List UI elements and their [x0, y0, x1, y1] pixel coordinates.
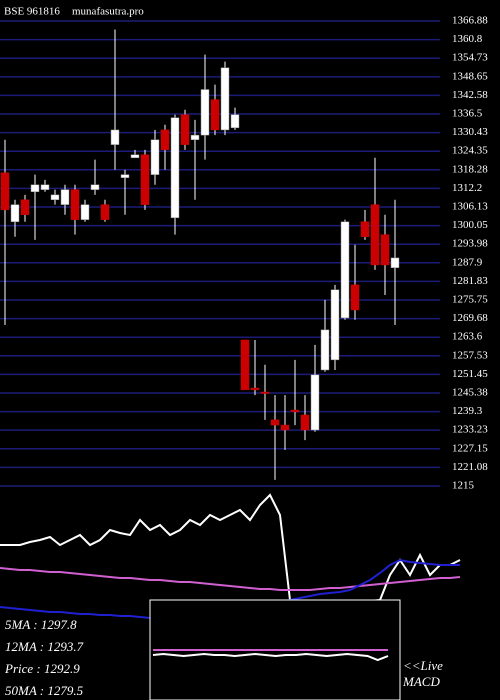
candle-body: [200, 89, 210, 136]
candle-body: [60, 189, 70, 205]
y-tick-label: 1215: [452, 480, 475, 492]
y-tick-label: 1324.35: [452, 145, 488, 157]
y-tick-label: 1312.2: [452, 182, 482, 194]
y-tick-label: 1342.58: [452, 89, 488, 101]
indicator-text: 12MA : 1293.7: [5, 639, 84, 654]
candle-body: [230, 114, 240, 129]
candle-body: [0, 172, 10, 211]
candle-body: [370, 204, 380, 266]
y-tick-label: 1245.38: [452, 387, 488, 399]
indicator-line: [0, 567, 461, 591]
y-tick-label: 1257.53: [452, 349, 488, 361]
y-tick-label: 1221.08: [452, 461, 488, 473]
candle-body: [180, 114, 190, 145]
candle-body: [320, 329, 330, 371]
macd-line: [152, 652, 389, 662]
candle-body: [270, 419, 280, 426]
y-tick-label: 1348.65: [452, 70, 488, 82]
candle-body: [90, 184, 100, 190]
y-tick-label: 1360.8: [452, 33, 483, 45]
y-tick-label: 1300.05: [452, 219, 488, 231]
y-tick-label: 1281.83: [452, 275, 488, 287]
source: munafasutra.pro: [72, 6, 144, 18]
y-tick-label: 1263.6: [452, 331, 483, 343]
candle-body: [220, 67, 230, 131]
y-tick-label: 1293.98: [452, 238, 488, 250]
candle-body: [190, 134, 200, 140]
candle-body: [300, 414, 310, 431]
y-tick-label: 1269.68: [452, 312, 488, 324]
candle-body: [340, 221, 350, 319]
y-tick-label: 1287.9: [452, 256, 483, 268]
candle-body: [280, 424, 290, 431]
candle-body: [110, 129, 120, 145]
y-tick-label: 1239.3: [452, 405, 483, 417]
candle-body: [210, 99, 220, 131]
candle-body: [290, 409, 300, 413]
candle-body: [80, 204, 90, 220]
indicator-text: Price : 1292.9: [4, 661, 80, 676]
candle-body: [390, 257, 400, 268]
candle-body: [170, 117, 180, 219]
y-tick-label: 1366.88: [452, 15, 488, 27]
y-tick-label: 1233.23: [452, 424, 488, 436]
candle-body: [330, 289, 340, 361]
indicator-text: 50MA : 1279.5: [5, 683, 84, 698]
y-tick-label: 1275.75: [452, 294, 488, 306]
candle-body: [40, 184, 50, 190]
candle-body: [140, 154, 150, 205]
candle-body: [310, 374, 320, 431]
candle-body: [360, 221, 370, 238]
candle-body: [30, 184, 40, 193]
candle-body: [260, 391, 270, 394]
y-tick-label: 1330.43: [452, 126, 488, 138]
candle-body: [120, 174, 130, 178]
macd-label: <<Live: [403, 658, 443, 673]
y-tick-label: 1306.13: [452, 201, 488, 213]
chart-title: BSE 961816: [4, 6, 60, 18]
candle-body: [350, 284, 360, 311]
candle-body: [10, 204, 20, 223]
y-tick-label: 1318.28: [452, 163, 488, 175]
candle-body: [70, 189, 80, 220]
y-tick-label: 1227.15: [452, 442, 488, 454]
candle-body: [50, 194, 60, 200]
candle-body: [20, 199, 30, 215]
indicator-text: 5MA : 1297.8: [5, 617, 77, 632]
candle-body: [100, 204, 110, 220]
y-tick-label: 1251.45: [452, 368, 488, 380]
y-tick-label: 1354.73: [452, 52, 488, 64]
macd-label: MACD: [402, 674, 440, 689]
y-tick-label: 1336.5: [452, 108, 483, 120]
candle-body: [160, 129, 170, 151]
candle-body: [380, 234, 390, 266]
candle-body: [150, 139, 160, 175]
candle-body: [250, 387, 260, 391]
candle-body: [240, 339, 250, 391]
indicator-line: [0, 493, 461, 606]
candle-body: [130, 154, 140, 159]
